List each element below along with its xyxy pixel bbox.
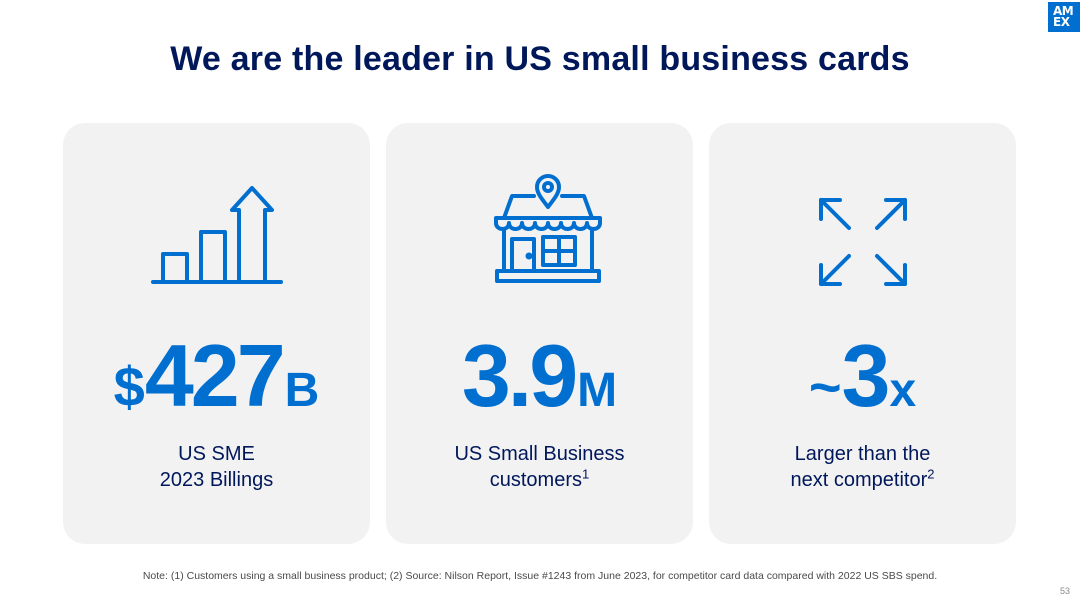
logo-line-1: AM <box>1053 4 1074 18</box>
stat-number: 3.9 <box>461 326 578 425</box>
stat-card-billings: $427B US SME 2023 Billings <box>63 123 370 544</box>
page-title: We are the leader in US small business c… <box>170 40 910 78</box>
stat-label-line-1: US SME <box>178 443 255 465</box>
stat-label: US SME 2023 Billings <box>63 441 370 493</box>
logo-line-2: EX <box>1053 15 1070 29</box>
stat-suffix: x <box>889 364 917 417</box>
stat-prefix: ~ <box>808 355 842 418</box>
stat-label-line-2: next competitor2 <box>790 466 935 491</box>
stat-prefix: $ <box>113 355 145 418</box>
stat-value: $427B <box>63 331 370 447</box>
stat-suffix: B <box>284 364 320 417</box>
stat-value: ~3x <box>709 331 1016 447</box>
bar-chart-arrow-icon <box>151 186 283 284</box>
stat-card-competitor: ~3x Larger than the next competitor2 <box>709 123 1016 544</box>
stat-value: 3.9M <box>386 331 693 447</box>
stat-number: 427 <box>144 326 286 425</box>
stat-suffix: M <box>577 364 618 417</box>
stat-label: Larger than the next competitor2 <box>709 441 1016 493</box>
amex-logo: AM EX <box>1048 2 1080 32</box>
storefront-pin-icon <box>494 174 602 283</box>
footnote-text: Note: (1) Customers using a small busine… <box>142 570 938 582</box>
stat-label: US Small Business customers1 <box>386 441 693 493</box>
stat-number: 3 <box>841 326 891 425</box>
stat-label-line-1: Larger than the <box>794 443 931 465</box>
stat-label-line-2: 2023 Billings <box>159 469 274 491</box>
page-number: 53 <box>1059 586 1070 596</box>
stat-card-customers: 3.9M US Small Business customers1 <box>386 123 693 544</box>
stat-label-line-2: customers1 <box>489 466 590 491</box>
stat-label-line-1: US Small Business <box>454 443 625 465</box>
footnote-marker: 2 <box>927 466 935 482</box>
footnote-marker: 1 <box>582 466 590 482</box>
expand-arrows-icon <box>819 198 907 286</box>
